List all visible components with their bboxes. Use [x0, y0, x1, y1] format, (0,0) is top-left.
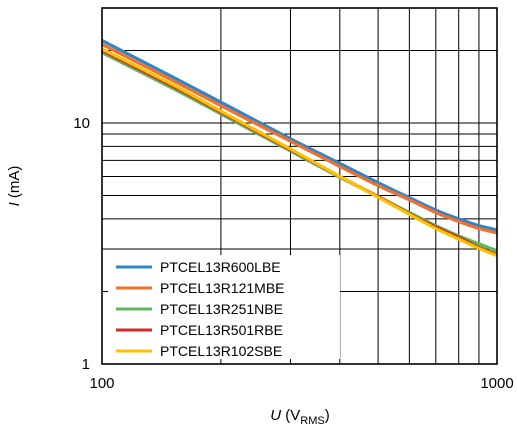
x-axis-symbol: U: [270, 407, 281, 424]
y-tick-label: 1: [82, 356, 90, 373]
x-tick-label: 1000: [480, 375, 513, 392]
grid: [102, 8, 497, 364]
y-axis-symbol: I: [6, 202, 23, 206]
legend-label-ptcel13r501rbe: PTCEL13R501RBE: [160, 322, 283, 338]
y-tick-label: 10: [73, 115, 90, 132]
legend-label-ptcel13r251nbe: PTCEL13R251NBE: [160, 301, 283, 317]
plot-frame: [101, 7, 498, 365]
x-axis-unit-close: ): [325, 407, 330, 424]
y-axis-unit: (mA): [6, 166, 23, 203]
legend: PTCEL13R600LBE PTCEL13R121MBE PTCEL13R251N…: [108, 255, 340, 359]
x-axis-unit-open: (V: [281, 407, 300, 424]
x-axis-title: U (VRMS): [270, 407, 329, 427]
series-lines: [101, 39, 498, 257]
y-axis-title: I (mA): [6, 166, 23, 207]
series-line-ptcel13r251nbe: [101, 51, 498, 253]
legend-label-ptcel13r102sbe: PTCEL13R102SBE: [160, 343, 282, 359]
legend-label-ptcel13r121mbe: PTCEL13R121MBE: [160, 280, 285, 296]
legend-box: [108, 255, 340, 359]
series-line-ptcel13r121mbe: [101, 42, 498, 235]
x-axis-unit-sub: RMS: [300, 415, 324, 427]
x-tick-label: 100: [89, 375, 114, 392]
series-line-ptcel13r102sbe: [101, 47, 498, 257]
tick-labels: 100 1000 1 10: [73, 115, 513, 392]
legend-label-ptcel13r600lbe: PTCEL13R600LBE: [160, 259, 281, 275]
series-line-ptcel13r600lbe: [101, 39, 498, 232]
